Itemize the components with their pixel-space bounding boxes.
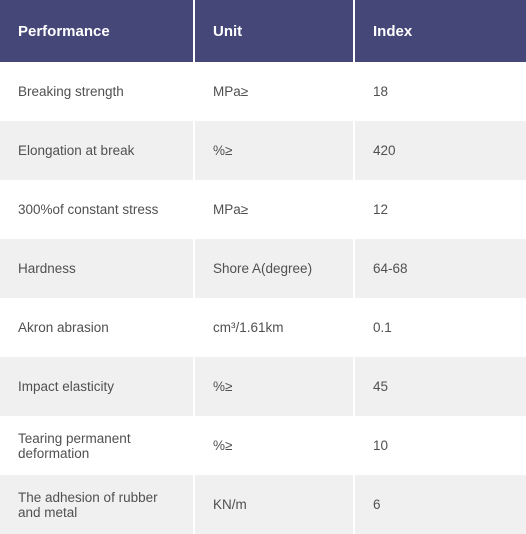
table-header-row: Performance Unit Index xyxy=(0,0,526,62)
cell-text: Breaking strength xyxy=(0,84,138,99)
table-cell: KN/m xyxy=(195,475,355,534)
table-cell: 12 xyxy=(355,180,526,239)
table-cell: %≥ xyxy=(195,416,355,475)
cell-text: KN/m xyxy=(195,497,261,512)
cell-text: Elongation at break xyxy=(0,143,148,158)
cell-text: 18 xyxy=(355,84,402,99)
table-cell: 300%of constant stress xyxy=(0,180,195,239)
table-cell: 420 xyxy=(355,121,526,180)
table-cell: MPa≥ xyxy=(195,62,355,121)
table-row: 300%of constant stress MPa≥ 12 xyxy=(0,180,526,239)
table-cell: Hardness xyxy=(0,239,195,298)
header-cell-index: Index xyxy=(355,0,526,62)
cell-text: Tearing permanent deformation xyxy=(0,431,193,461)
table-cell: Akron abrasion xyxy=(0,298,195,357)
table-cell: %≥ xyxy=(195,121,355,180)
spec-table: Performance Unit Index Breaking strength… xyxy=(0,0,526,534)
table-cell: 45 xyxy=(355,357,526,416)
cell-text: Impact elasticity xyxy=(0,379,128,394)
cell-text: The adhesion of rubber and metal xyxy=(0,490,193,520)
cell-text: %≥ xyxy=(195,143,246,158)
cell-text: %≥ xyxy=(195,438,246,453)
table-cell: 6 xyxy=(355,475,526,534)
table-cell: cm³/1.61km xyxy=(195,298,355,357)
table-row: Elongation at break %≥ 420 xyxy=(0,121,526,180)
header-label: Index xyxy=(355,23,426,40)
table-cell: Shore A(degree) xyxy=(195,239,355,298)
header-label: Performance xyxy=(0,23,124,40)
cell-text: Akron abrasion xyxy=(0,320,123,335)
table-cell: MPa≥ xyxy=(195,180,355,239)
cell-text: 0.1 xyxy=(355,320,406,335)
table-cell: Impact elasticity xyxy=(0,357,195,416)
cell-text: 12 xyxy=(355,202,402,217)
cell-text: MPa≥ xyxy=(195,202,262,217)
header-label: Unit xyxy=(195,23,256,40)
table-cell: 64-68 xyxy=(355,239,526,298)
table-row: The adhesion of rubber and metalKN/m 6 xyxy=(0,475,526,534)
table-cell: %≥ xyxy=(195,357,355,416)
header-cell-unit: Unit xyxy=(195,0,355,62)
table-cell: The adhesion of rubber and metal xyxy=(0,475,195,534)
cell-text: Shore A(degree) xyxy=(195,261,326,276)
table-row: Hardness Shore A(degree) 64-68 xyxy=(0,239,526,298)
cell-text: 45 xyxy=(355,379,402,394)
table-cell: 18 xyxy=(355,62,526,121)
cell-text: 10 xyxy=(355,438,402,453)
table-row: Tearing permanent deformation%≥ 10 xyxy=(0,416,526,475)
table-cell: Tearing permanent deformation xyxy=(0,416,195,475)
table-cell: Elongation at break xyxy=(0,121,195,180)
table-row: Breaking strength MPa≥ 18 xyxy=(0,62,526,121)
cell-text: 420 xyxy=(355,143,410,158)
cell-text: 6 xyxy=(355,497,395,512)
cell-text: Hardness xyxy=(0,261,90,276)
table-body: Breaking strength MPa≥ 18 Elongation at bre… xyxy=(0,62,526,534)
header-cell-performance: Performance xyxy=(0,0,195,62)
table-row: Impact elasticity %≥ 45 xyxy=(0,357,526,416)
table-row: Akron abrasion cm³/1.61km 0.1 xyxy=(0,298,526,357)
table-cell: 10 xyxy=(355,416,526,475)
cell-text: cm³/1.61km xyxy=(195,320,298,335)
cell-text: 300%of constant stress xyxy=(0,202,172,217)
cell-text: %≥ xyxy=(195,379,246,394)
table-cell: 0.1 xyxy=(355,298,526,357)
cell-text: MPa≥ xyxy=(195,84,262,99)
cell-text: 64-68 xyxy=(355,261,422,276)
table-cell: Breaking strength xyxy=(0,62,195,121)
